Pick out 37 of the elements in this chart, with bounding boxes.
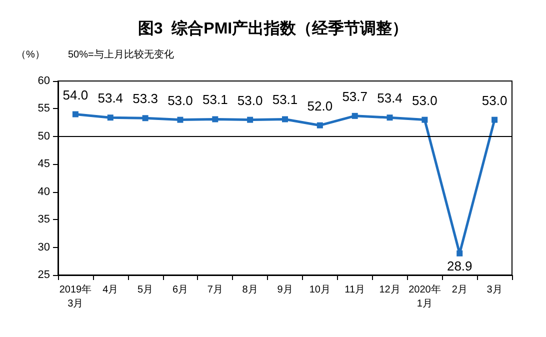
y-tick-label: 30	[38, 241, 50, 254]
x-tick-label: 10月	[309, 284, 330, 296]
text: 53.7	[342, 88, 368, 104]
text: 53.3	[132, 91, 158, 106]
y-tick-label: 25	[38, 269, 50, 281]
y-tick-label: 40	[38, 186, 50, 198]
text: 53.0	[412, 92, 438, 108]
text: 53.1	[202, 92, 228, 108]
x-tick-label: 11月	[344, 284, 366, 296]
x-tick-label: 9月	[277, 284, 293, 296]
x-tick-label: 4月	[102, 284, 118, 296]
text: 52.0	[307, 98, 333, 114]
x-tick-label: 2020年 1月	[408, 284, 441, 310]
text: 50%=与上月比较无变化	[68, 48, 174, 60]
text: 53.0	[482, 92, 508, 108]
x-tick-label: 2月	[452, 284, 468, 296]
y-axis-title: （%）	[16, 50, 45, 60]
x-tick-label: 2019年 3月	[59, 284, 92, 310]
x-tick-label: 12月	[379, 284, 400, 296]
x-tick-label: 6月	[172, 284, 188, 296]
x-tick-label: 5月	[138, 284, 154, 296]
x-tick-label: 8月	[242, 284, 258, 296]
text: 53.4	[98, 90, 124, 106]
x-tick-label: 3月	[486, 284, 502, 296]
y-tick-label: 55	[38, 102, 50, 115]
y-tick-label: 60	[38, 75, 50, 87]
x-tick-label: 7月	[207, 284, 223, 296]
y-tick-label: 45	[38, 158, 50, 170]
text: 53.4	[377, 90, 402, 106]
text: 28.9	[446, 258, 472, 274]
text: 53.0	[237, 92, 263, 108]
y-tick-label: 50	[38, 130, 50, 142]
chart-title: 图3 综合PMI产出指数（经季节调整）	[138, 20, 408, 38]
y-tick-label: 35	[38, 214, 50, 226]
text: 53.1	[272, 92, 298, 108]
text: 53.0	[168, 92, 193, 108]
text: 54.0	[62, 87, 88, 102]
